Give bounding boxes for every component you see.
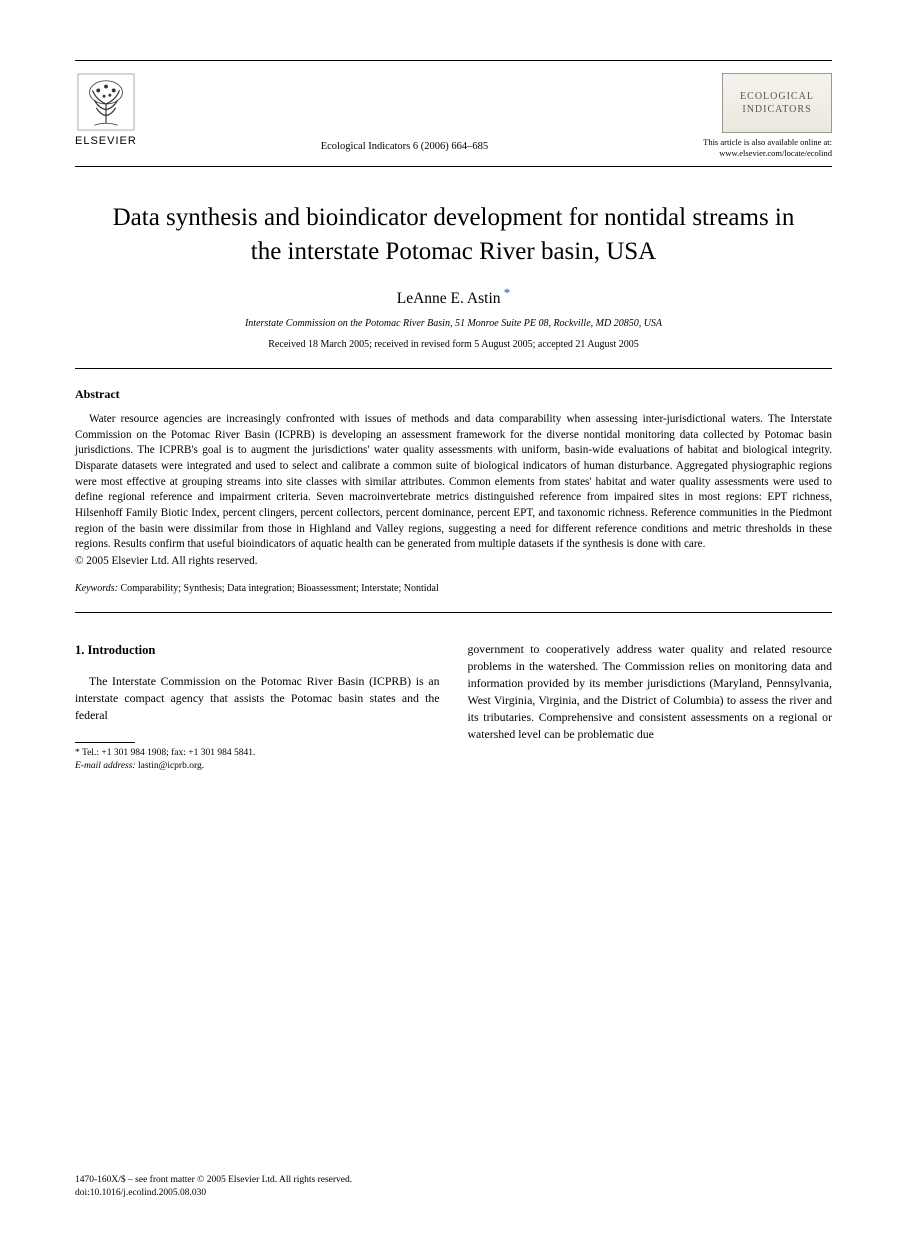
- issn-line: 1470-160X/$ – see front matter © 2005 El…: [75, 1174, 352, 1187]
- online-note-line1: This article is also available online at…: [672, 137, 832, 148]
- affiliation: Interstate Commission on the Potomac Riv…: [75, 318, 832, 329]
- journal-title-1: ECOLOGICAL: [740, 90, 814, 103]
- copyright-line: © 2005 Elsevier Ltd. All rights reserved…: [75, 555, 832, 567]
- footer-block: 1470-160X/$ – see front matter © 2005 El…: [75, 1174, 352, 1200]
- corresponding-asterisk-icon: *: [501, 285, 511, 300]
- online-note-line2: www.elsevier.com/locate/ecolind: [672, 148, 832, 159]
- footnote-block: * Tel.: +1 301 984 1908; fax: +1 301 984…: [75, 747, 440, 773]
- divider: [75, 612, 832, 613]
- footnote-email-line: E-mail address: lastin@icprb.org.: [75, 760, 440, 773]
- article-title: Data synthesis and bioindicator developm…: [95, 201, 812, 269]
- body-columns: 1. Introduction The Interstate Commissio…: [75, 641, 832, 773]
- elsevier-tree-icon: [77, 73, 135, 131]
- publisher-name: ELSEVIER: [75, 135, 137, 147]
- keywords-label: Keywords:: [75, 583, 118, 594]
- keywords-line: Keywords: Comparability; Synthesis; Data…: [75, 583, 832, 594]
- doi-line: doi:10.1016/j.ecolind.2005.08.030: [75, 1187, 352, 1200]
- footnote-tel: * Tel.: +1 301 984 1908; fax: +1 301 984…: [75, 747, 440, 760]
- author-line: LeAnne E. Astin *: [75, 285, 832, 308]
- citation-line: Ecological Indicators 6 (2006) 664–685: [137, 141, 672, 158]
- footnote-rule: [75, 742, 135, 743]
- intro-para-left: The Interstate Commission on the Potomac…: [75, 673, 440, 724]
- abstract-heading: Abstract: [75, 387, 832, 402]
- keywords-text: Comparability; Synthesis; Data integrati…: [118, 583, 439, 594]
- column-right: government to cooperatively address wate…: [468, 641, 833, 773]
- article-dates: Received 18 March 2005; received in revi…: [75, 339, 832, 350]
- column-left: 1. Introduction The Interstate Commissio…: [75, 641, 440, 773]
- section-heading: 1. Introduction: [75, 641, 440, 659]
- journal-block: ECOLOGICAL INDICATORS This article is al…: [672, 73, 832, 158]
- author-name: LeAnne E. Astin: [397, 290, 501, 307]
- journal-title-2: INDICATORS: [742, 103, 811, 116]
- online-availability-note: This article is also available online at…: [672, 137, 832, 158]
- journal-cover: ECOLOGICAL INDICATORS: [722, 73, 832, 133]
- divider: [75, 368, 832, 369]
- footnote-email: lastin@icprb.org.: [136, 761, 204, 771]
- publisher-block: ELSEVIER: [75, 73, 137, 147]
- header-bar: ELSEVIER Ecological Indicators 6 (2006) …: [75, 60, 832, 167]
- abstract-text: Water resource agencies are increasingly…: [75, 412, 832, 553]
- footnote-email-label: E-mail address:: [75, 761, 136, 771]
- intro-para-right: government to cooperatively address wate…: [468, 641, 833, 744]
